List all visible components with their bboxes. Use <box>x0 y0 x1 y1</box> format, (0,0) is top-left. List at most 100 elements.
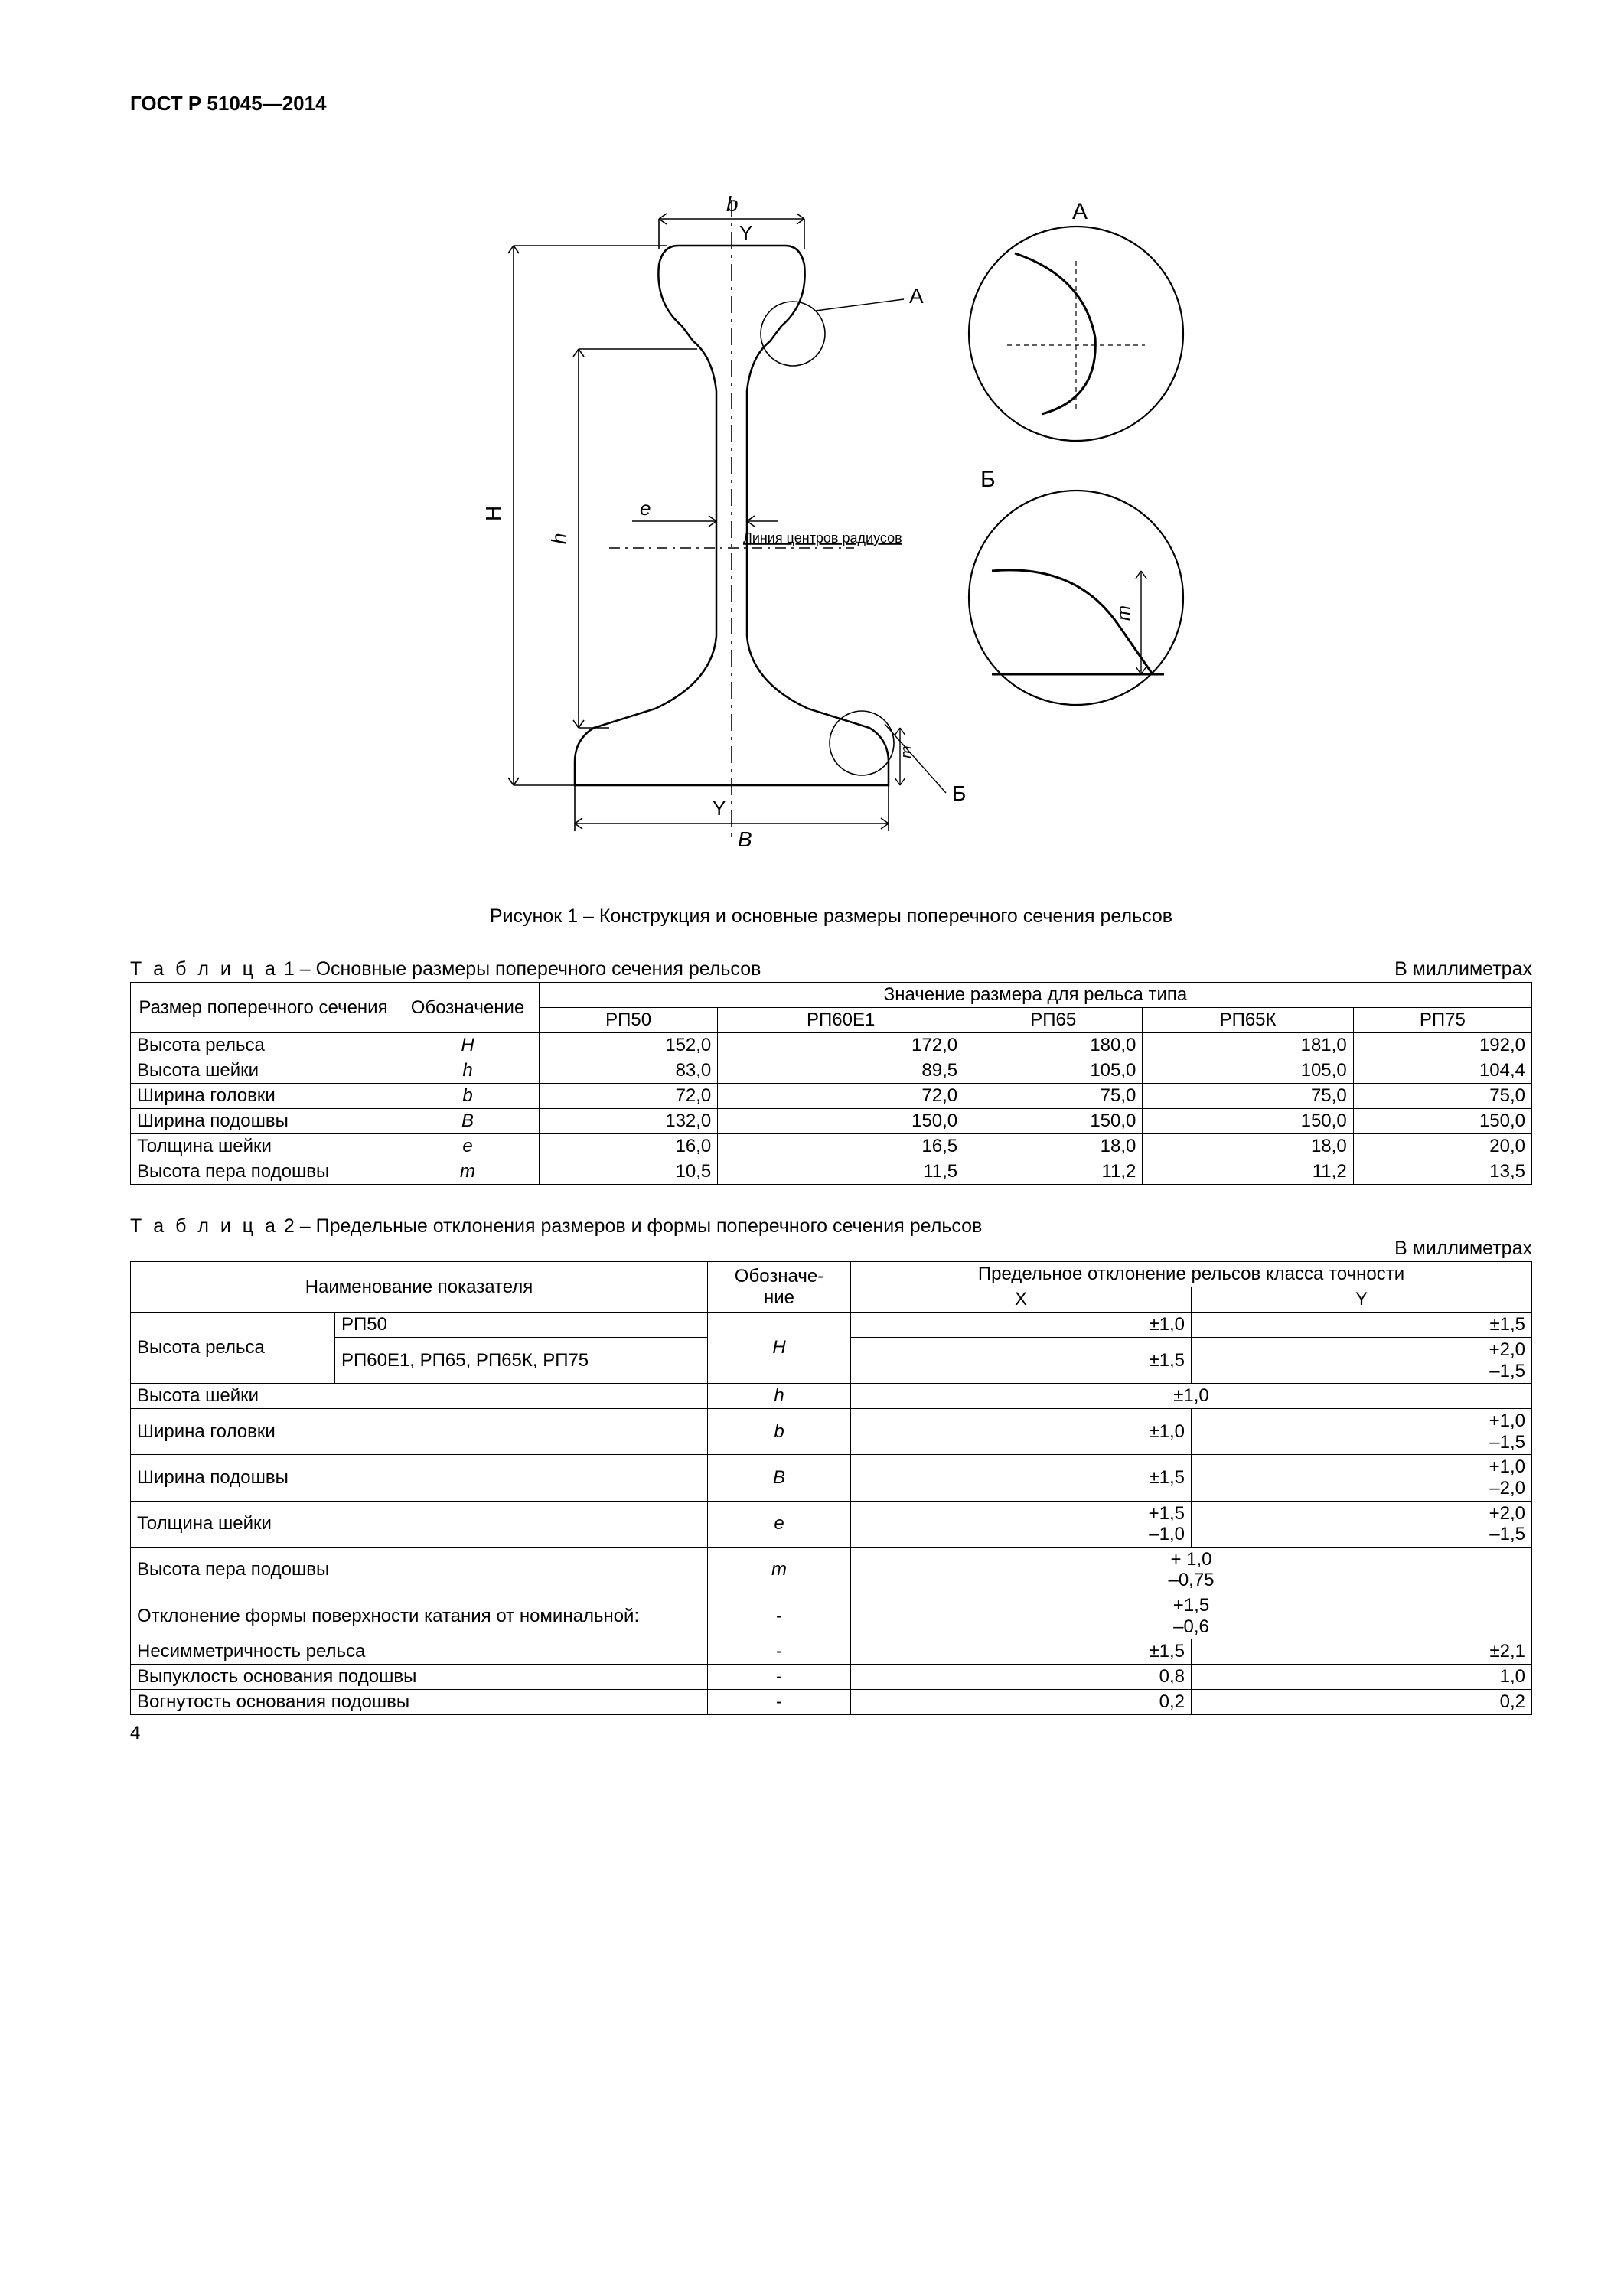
t2-r3-sym: b <box>708 1409 851 1455</box>
callout-A: A <box>909 284 924 308</box>
figure-1-caption: Рисунок 1 – Конструкция и основные разме… <box>130 905 1532 928</box>
t1-r5-c0: 10,5 <box>540 1159 718 1185</box>
t2-r6-name: Высота пера подошвы <box>131 1547 708 1593</box>
t2-r1-name: Высота рельса <box>131 1313 335 1384</box>
t2-r1-sym: H <box>708 1313 851 1384</box>
t2-r1-x2: ±1,5 <box>851 1338 1192 1384</box>
t1-r3-c4: 150,0 <box>1353 1109 1531 1134</box>
t2-r1-y1: ±1,5 <box>1191 1313 1531 1338</box>
t1-r1-param: Высота шейки <box>131 1058 396 1084</box>
t1-col-4: РП75 <box>1353 1008 1531 1033</box>
t1-r5-c4: 13,5 <box>1353 1159 1531 1185</box>
t1-col-2: РП65 <box>964 1008 1143 1033</box>
t2-r5-sym: e <box>708 1501 851 1547</box>
label-radius-line: Линия центров радиусов <box>743 530 902 546</box>
rail-cross-section-svg: H h b Y e Линия <box>410 146 1252 881</box>
t2-r2-name: Высота шейки <box>131 1384 708 1409</box>
table1-title-rest: 1 – Основные размеры поперечного сечения… <box>279 958 761 980</box>
t2-r10-name: Вогнутость основания подошвы <box>131 1690 708 1715</box>
t2-r9-y: 1,0 <box>1191 1665 1531 1690</box>
table1: Размер поперечного сечения Обозначение З… <box>130 982 1532 1185</box>
table2-title-row: Т а б л и ц а 2 – Предельные отклонения … <box>130 1215 1532 1238</box>
t1-r2-param: Ширина головки <box>131 1084 396 1109</box>
t2-r7-name: Отклонение формы поверхности катания от … <box>131 1593 708 1639</box>
document-header: ГОСТ Р 51045—2014 <box>130 92 1532 116</box>
t1-r3-c0: 132,0 <box>540 1109 718 1134</box>
t1-r5-c2: 11,2 <box>964 1159 1143 1185</box>
t1-r0-c0: 152,0 <box>540 1033 718 1058</box>
t1-hdr-param: Размер поперечного сечения <box>131 983 396 1033</box>
t2-r8-sym: - <box>708 1639 851 1665</box>
table2-title-rest: 2 – Предельные отклонения размеров и фор… <box>279 1215 982 1237</box>
t2-r10-sym: - <box>708 1690 851 1715</box>
t1-r3-c3: 150,0 <box>1143 1109 1353 1134</box>
detail-B-label: Б <box>980 467 996 492</box>
t1-r4-c3: 18,0 <box>1143 1134 1353 1159</box>
t1-r4-c2: 18,0 <box>964 1134 1143 1159</box>
table2-title-prefix: Т а б л и ц а <box>130 1215 279 1237</box>
t2-hdr-name: Наименование показателя <box>131 1262 708 1313</box>
t1-r2-sym: b <box>396 1084 540 1109</box>
detail-A-label: A <box>1072 199 1088 224</box>
t1-r3-sym: B <box>396 1109 540 1134</box>
dim-H: H <box>481 506 505 521</box>
t2-r9-x: 0,8 <box>851 1665 1192 1690</box>
t2-r1-sub2: РП60Е1, РП65, РП65К, РП75 <box>335 1338 708 1384</box>
t2-r8-y: ±2,1 <box>1191 1639 1531 1665</box>
t2-r5-x: +1,5–1,0 <box>851 1501 1192 1547</box>
t1-col-1: РП60Е1 <box>718 1008 964 1033</box>
t1-r1-c3: 105,0 <box>1143 1058 1353 1084</box>
t1-r3-param: Ширина подошвы <box>131 1109 396 1134</box>
table1-title-prefix: Т а б л и ц а <box>130 958 279 980</box>
t2-hdr-X: X <box>851 1287 1192 1313</box>
t2-hdr-Y: Y <box>1191 1287 1531 1313</box>
t2-r7-sym: - <box>708 1593 851 1639</box>
t2-r3-x: ±1,0 <box>851 1409 1192 1455</box>
t2-r5-name: Толщина шейки <box>131 1501 708 1547</box>
t1-r4-c1: 16,5 <box>718 1134 964 1159</box>
t2-r7-val: +1,5–0,6 <box>851 1593 1532 1639</box>
table1-unit: В миллиметрах <box>1394 958 1532 980</box>
table2: Наименование показателя Обозначе-ние Пре… <box>130 1261 1532 1715</box>
t1-r5-sym: m <box>396 1159 540 1185</box>
t1-r1-c4: 104,4 <box>1353 1058 1531 1084</box>
t1-r4-c0: 16,0 <box>540 1134 718 1159</box>
t1-r1-c2: 105,0 <box>964 1058 1143 1084</box>
t1-hdr-group: Значение размера для рельса типа <box>540 983 1532 1008</box>
t1-col-3: РП65К <box>1143 1008 1353 1033</box>
t2-r4-sym: B <box>708 1455 851 1501</box>
t2-r1-x1: ±1,0 <box>851 1313 1192 1338</box>
t2-hdr-group: Предельное отклонение рельсов класса точ… <box>851 1262 1532 1287</box>
dim-b: b <box>726 192 739 216</box>
t2-r5-y: +2,0–1,5 <box>1191 1501 1531 1547</box>
t1-r0-c2: 180,0 <box>964 1033 1143 1058</box>
t2-r2-sym: h <box>708 1384 851 1409</box>
t2-r1-sub1: РП50 <box>335 1313 708 1338</box>
dim-e: e <box>640 497 651 520</box>
t2-r1-y2: +2,0–1,5 <box>1191 1338 1531 1384</box>
t1-r0-c4: 192,0 <box>1353 1033 1531 1058</box>
t2-r9-sym: - <box>708 1665 851 1690</box>
callout-B: Б <box>952 781 966 805</box>
t2-hdr-oboz: Обозначе-ние <box>708 1262 851 1313</box>
t2-r4-x: ±1,5 <box>851 1455 1192 1501</box>
label-Y-bot: Y <box>713 797 726 820</box>
t1-r3-c1: 150,0 <box>718 1109 964 1134</box>
t2-r10-y: 0,2 <box>1191 1690 1531 1715</box>
t2-r8-name: Несимметричность рельса <box>131 1639 708 1665</box>
t1-r5-c3: 11,2 <box>1143 1159 1353 1185</box>
t1-r5-c1: 11,5 <box>718 1159 964 1185</box>
t2-r10-x: 0,2 <box>851 1690 1192 1715</box>
page-number: 4 <box>130 1723 1532 1744</box>
t1-r1-c0: 83,0 <box>540 1058 718 1084</box>
t1-r4-c4: 20,0 <box>1353 1134 1531 1159</box>
t2-r3-name: Ширина головки <box>131 1409 708 1455</box>
t2-r4-y: +1,0–2,0 <box>1191 1455 1531 1501</box>
t2-r4-name: Ширина подошвы <box>131 1455 708 1501</box>
label-Y-top: Y <box>739 221 752 244</box>
table2-unit: В миллиметрах <box>1394 1238 1532 1260</box>
t2-r9-name: Выпуклость основания подошвы <box>131 1665 708 1690</box>
figure-1: H h b Y e Линия <box>130 146 1532 886</box>
table2-unit-row: В миллиметрах <box>130 1238 1532 1260</box>
t1-r2-c2: 75,0 <box>964 1084 1143 1109</box>
